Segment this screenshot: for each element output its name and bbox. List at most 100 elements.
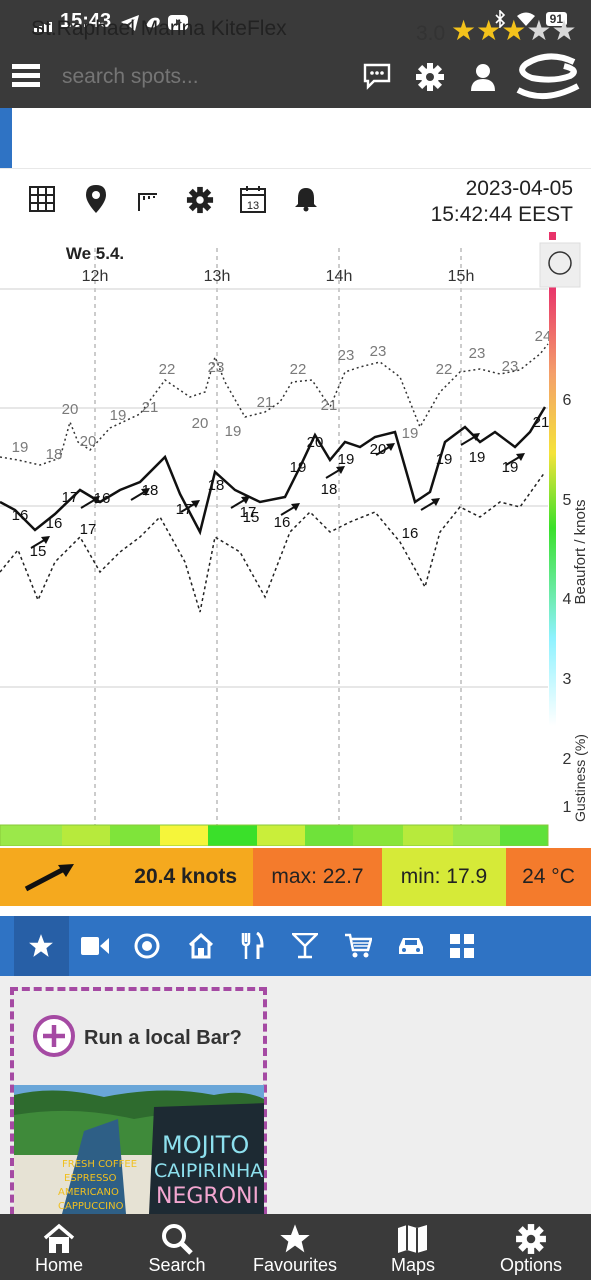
beaufort-scale-bar <box>549 286 556 726</box>
wind-area <box>0 344 548 822</box>
category-bar-icon[interactable] <box>292 933 318 959</box>
avg-value-label: 19 <box>290 459 307 476</box>
user-icon[interactable] <box>469 62 497 92</box>
nav-maps[interactable]: Maps <box>354 1214 472 1280</box>
settings-icon[interactable] <box>415 62 445 92</box>
promo-chalkboard-text: MOJITO CAIPIRINHA NEGRONI <box>154 1131 263 1209</box>
add-circle-icon[interactable] <box>32 1014 76 1058</box>
gust-value-label: 22 <box>290 361 307 378</box>
windsock-icon[interactable] <box>136 190 160 212</box>
day-label: We 5.4. <box>66 244 124 263</box>
chat-icon[interactable] <box>362 62 392 90</box>
wind-arrow <box>180 500 200 513</box>
category-target-icon[interactable] <box>134 933 160 959</box>
forecast-date: 2023-04-05 <box>465 177 573 200</box>
wind-gradient-area <box>0 344 548 822</box>
battery-indicator: 91 <box>545 12 567 26</box>
avg-value-label: 20 <box>370 441 387 458</box>
wind-arrow <box>230 496 250 509</box>
avg-value-label: 16 <box>402 525 419 542</box>
spot-rating[interactable]: 3.0 ★★★★★ <box>416 17 577 46</box>
gust-value-label: 23 <box>338 347 355 364</box>
menu-icon[interactable] <box>12 63 40 89</box>
nav-favourites[interactable]: Favourites <box>236 1214 354 1280</box>
wind-arrow <box>505 453 525 466</box>
gust-value-label: 23 <box>502 358 519 375</box>
gust-value-label: 19 <box>110 407 127 424</box>
calendar-icon[interactable]: 13 <box>240 185 266 213</box>
beaufort-tick-label: 6 <box>563 392 572 409</box>
scale-top-marker <box>549 232 556 240</box>
gust-value-label: 19 <box>225 423 242 440</box>
signal-icon <box>34 22 52 32</box>
chart-grid <box>0 248 548 826</box>
gust-value-label: 20 <box>192 415 209 432</box>
spot-title-row[interactable] <box>0 108 591 169</box>
rating-stars: ★★★★★ <box>451 17 577 45</box>
gust-value-label: 22 <box>436 361 453 378</box>
time-tick-label: 14h <box>326 268 353 285</box>
gear-icon <box>516 1224 546 1254</box>
wind-arrow <box>130 488 150 501</box>
promo-sign-line: MOJITO <box>162 1131 249 1159</box>
wind-arrow <box>460 433 480 446</box>
wind-arrow <box>30 536 50 549</box>
summary-min: min: 17.9 <box>382 848 506 906</box>
nav-home[interactable]: Home <box>0 1214 118 1280</box>
time-tick-label: 13h <box>204 268 231 285</box>
category-grid-icon[interactable] <box>450 934 474 958</box>
gust-value-label: 21 <box>321 397 338 414</box>
gust-value-label: 20 <box>80 433 97 450</box>
gustiness-cell <box>160 825 208 846</box>
bell-icon[interactable] <box>294 186 318 212</box>
avg-value-label: 17 <box>240 504 257 521</box>
help-icon <box>548 251 572 275</box>
app-logo[interactable] <box>514 52 584 102</box>
wind-arrow <box>80 496 100 509</box>
location-pin-icon[interactable] <box>85 184 107 214</box>
promo-side-sign: FRESH COFFEE ESPRESSO AMERICANO CAPPUCCI… <box>58 1159 137 1212</box>
category-star-icon[interactable] <box>28 933 54 959</box>
status-right: 91 <box>494 10 567 28</box>
summary-max: max: 22.7 <box>253 848 382 906</box>
nav-favourites-label: Favourites <box>252 1255 338 1275</box>
summary-temp: 24 °C <box>506 848 591 906</box>
wind-arrow <box>280 503 300 516</box>
youtube-icon <box>168 15 188 30</box>
spot-name: St.Raphael Marina KiteFlex <box>31 17 287 40</box>
forecast-settings-icon[interactable] <box>186 186 214 214</box>
avg-value-label: 17 <box>176 501 193 518</box>
beaufort-tick-label: 4 <box>563 591 572 608</box>
avg-value-label: 16 <box>94 490 111 507</box>
map-icon <box>398 1225 427 1253</box>
category-car-icon[interactable] <box>397 935 425 957</box>
promo-side-line: FRESH COFFEE <box>62 1159 137 1170</box>
avg-value-label: 18 <box>208 477 225 494</box>
avg-value-label: 16 <box>46 515 63 532</box>
avg-value-label: 20 <box>307 434 324 451</box>
gust-value-label: 23 <box>370 343 387 360</box>
avg-value-label: 15 <box>243 509 260 526</box>
category-shop-icon[interactable] <box>344 933 372 959</box>
star-icon <box>280 1224 310 1253</box>
telegram-icon <box>121 15 139 31</box>
wind-arrow <box>325 466 345 479</box>
min-value-label: 15 <box>30 543 47 560</box>
forecast-datetime: 2023-04-05 15:42:44 EEST <box>431 176 573 228</box>
search-icon <box>162 1224 193 1255</box>
category-home-icon[interactable] <box>188 933 214 959</box>
promo-side-line: ESPRESSO <box>64 1173 117 1184</box>
category-restaurant-icon[interactable] <box>240 932 264 960</box>
avg-value-label: 19 <box>469 449 486 466</box>
promo-label[interactable]: Run a local Bar? <box>84 1027 242 1049</box>
rating-star-icon: ★ <box>501 15 527 46</box>
bird-icon <box>146 17 160 28</box>
nav-options[interactable]: Options <box>472 1214 590 1280</box>
gustiness-cell <box>403 825 453 846</box>
nav-search[interactable]: Search <box>118 1214 236 1280</box>
category-video-icon[interactable] <box>81 935 109 957</box>
rating-star-icon: ★ <box>451 15 477 46</box>
search-input[interactable] <box>60 64 334 90</box>
table-grid-icon[interactable] <box>29 186 55 212</box>
